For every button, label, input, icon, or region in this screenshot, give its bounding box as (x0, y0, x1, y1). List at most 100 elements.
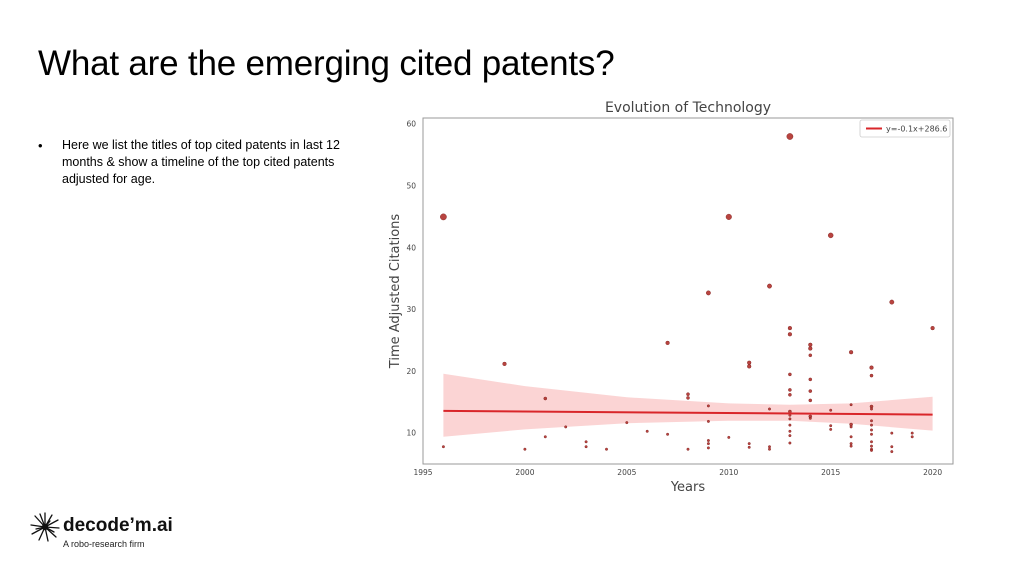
scatter-chart: Evolution of Technology 1995 2000 2005 2010… (380, 96, 960, 496)
scatter-point (645, 429, 649, 433)
bullet-text: Here we list the titles of top cited pat… (62, 138, 340, 186)
y-tick-label: 10 (406, 429, 416, 438)
scatter-point (788, 441, 792, 445)
scatter-point (440, 213, 447, 221)
scatter-point (870, 419, 873, 423)
scatter-point (890, 445, 894, 449)
scatter-point (786, 133, 794, 140)
x-tick-label: 2020 (923, 468, 942, 477)
scatter-point (768, 447, 771, 451)
scatter-point (849, 435, 853, 439)
scatter-point (808, 346, 813, 351)
scatter-point (747, 445, 751, 449)
x-tick-label: 2000 (515, 468, 534, 477)
scatter-point (686, 392, 690, 396)
scatter-point (849, 444, 853, 448)
scatter-point (930, 326, 935, 331)
scatter-point (768, 407, 771, 411)
scatter-point (870, 428, 873, 432)
scatter-point (706, 419, 710, 423)
confidence-band-layer (443, 373, 933, 437)
scatter-point (829, 427, 833, 431)
scatter-point (849, 403, 853, 407)
scatter-point (787, 326, 792, 331)
y-axis-label: Time Adjusted Citations (388, 214, 403, 370)
scatter-point (768, 445, 771, 449)
scatter-point (543, 396, 548, 401)
scatter-point (605, 447, 608, 451)
scatter-point (747, 360, 752, 365)
logo-tagline: A robo-research firm (63, 539, 145, 549)
points-layer (440, 133, 935, 454)
chart-title: Evolution of Technology (605, 100, 771, 116)
scatter-point (870, 423, 873, 427)
scatter-point (502, 361, 507, 366)
legend-box (859, 119, 951, 138)
scatter-point (747, 364, 752, 369)
scatter-point (890, 431, 894, 435)
trend-line-layer (443, 409, 933, 416)
scatter-point (849, 442, 853, 446)
scatter-point (788, 429, 792, 433)
scatter-point (870, 440, 873, 444)
scatter-point (706, 439, 710, 442)
burst-logo-icon (30, 512, 60, 542)
scatter-point (829, 408, 833, 412)
x-tick-labels: 1995 2000 2005 2010 2015 2020 (413, 468, 942, 477)
scatter-point (787, 332, 792, 337)
scatter-point (889, 299, 895, 305)
y-tick-label: 30 (406, 305, 416, 314)
scatter-point (788, 388, 792, 392)
scatter-point (890, 450, 894, 454)
scatter-point (828, 232, 834, 239)
scatter-point (788, 423, 792, 427)
y-tick-label: 40 (406, 243, 416, 252)
bullet-dot-icon: • (38, 138, 43, 153)
scatter-point (625, 421, 629, 425)
scatter-point (829, 424, 833, 428)
scatter-point (910, 435, 914, 439)
legend: y=-0.1x+286.6 (859, 119, 951, 138)
scatter-point (788, 393, 792, 397)
scatter-point (849, 425, 853, 429)
company-logo: decode’m.ai A robo-research firm (30, 512, 190, 552)
scatter-point (523, 447, 527, 451)
chart-svg: Evolution of Technology 1995 2000 2005 2010… (388, 100, 954, 495)
scatter-point (869, 373, 874, 378)
scatter-point (584, 445, 588, 449)
x-tick-label: 1995 (413, 468, 432, 477)
scatter-point (706, 442, 710, 446)
y-tick-label: 50 (406, 181, 416, 190)
scatter-point (665, 340, 670, 345)
scatter-point (767, 283, 772, 289)
scatter-point (808, 353, 813, 358)
bullet-list: • Here we list the titles of top cited p… (38, 137, 368, 188)
scatter-point (910, 431, 914, 435)
plot-frame (422, 117, 954, 465)
scatter-point (870, 432, 873, 436)
scatter-point (849, 350, 854, 355)
y-tick-label: 20 (406, 367, 416, 376)
scatter-point (808, 389, 813, 393)
scatter-point (543, 435, 547, 439)
scatter-point (706, 290, 711, 296)
scatter-point (808, 377, 813, 382)
scatter-point (808, 342, 813, 347)
scatter-point (870, 448, 873, 452)
scatter-point (869, 365, 874, 370)
scatter-point (686, 396, 690, 400)
scatter-point (788, 417, 792, 421)
scatter-point (788, 434, 792, 438)
scatter-point (666, 432, 670, 436)
scatter-point (584, 440, 588, 444)
x-tick-label: 2010 (719, 468, 738, 477)
bullet-item: • Here we list the titles of top cited p… (38, 137, 368, 188)
scatter-point (747, 442, 751, 446)
scatter-point (808, 416, 812, 420)
slide-title: What are the emerging cited patents? (38, 44, 615, 83)
scatter-point (441, 445, 445, 449)
scatter-point (706, 404, 710, 408)
y-tick-label: 60 (406, 120, 416, 129)
scatter-point (788, 372, 792, 377)
confidence-band (443, 373, 933, 437)
